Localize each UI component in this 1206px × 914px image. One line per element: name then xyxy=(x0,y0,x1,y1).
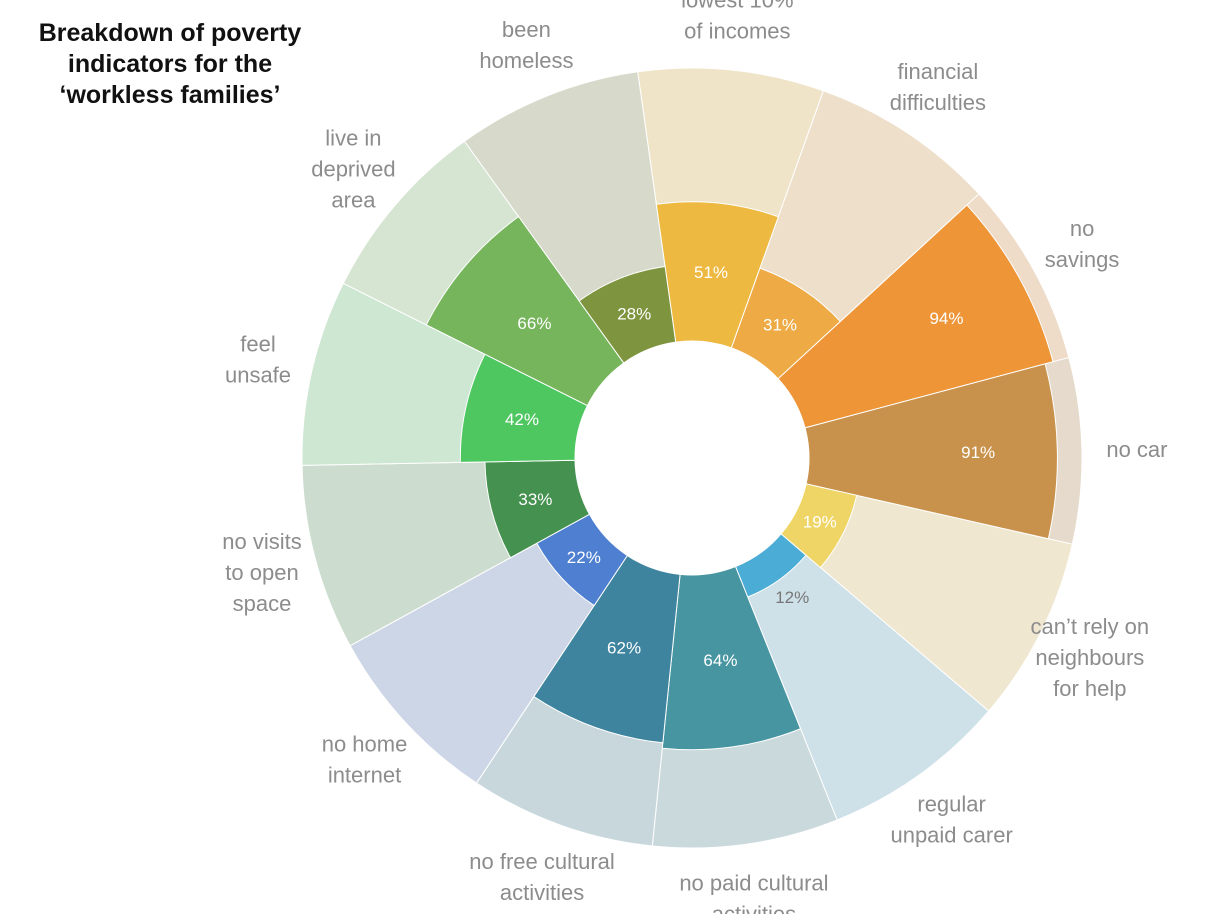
category-label-line: feel xyxy=(240,332,275,357)
category-label-line: activities xyxy=(500,880,584,905)
category-label-line: area xyxy=(331,188,376,213)
center-hole xyxy=(575,341,809,575)
value-wedges xyxy=(425,201,1058,751)
value-label-no-home-internet: 22% xyxy=(567,548,601,567)
category-label-line: no car xyxy=(1106,437,1167,462)
category-label-no-savings: no savings xyxy=(1045,216,1120,272)
category-label-line: no free cultural xyxy=(469,849,615,874)
category-label-line: activities xyxy=(712,902,796,914)
category-label-line: no xyxy=(1070,216,1094,241)
category-label-line: for help xyxy=(1053,676,1126,701)
category-label-line: no home xyxy=(322,731,408,756)
category-label-line: no paid cultural xyxy=(679,871,828,896)
value-label-lowest-10-of-incomes: 51% xyxy=(694,263,728,282)
category-label-line: been xyxy=(502,17,551,42)
category-label-been-homeless: been homeless xyxy=(479,17,573,73)
category-label-can-t-rely-on-neighbours-for-help: can’t rely on neighbours for help xyxy=(1031,614,1150,701)
value-label-can-t-rely-on-neighbours-for-help: 19% xyxy=(803,513,837,532)
value-label-no-free-cultural-activities: 62% xyxy=(607,638,641,657)
value-label-feel-unsafe: 42% xyxy=(505,410,539,429)
chart-title: Breakdown of poverty indicators for the … xyxy=(38,19,302,109)
category-label-line: live in xyxy=(325,126,381,151)
value-label-been-homeless: 28% xyxy=(617,304,651,323)
category-label-line: regular xyxy=(917,791,985,816)
category-label-line: deprived xyxy=(311,157,395,182)
value-label-regular-unpaid-carer: 12% xyxy=(775,588,809,607)
category-label-line: difficulties xyxy=(890,90,986,115)
category-label-line: financial xyxy=(898,59,979,84)
category-label-no-free-cultural-activities: no free cultural activities xyxy=(469,849,615,905)
category-label-line: no visits xyxy=(222,529,301,554)
value-label-financial-difficulties: 31% xyxy=(763,316,797,335)
category-label-line: lowest 10% xyxy=(681,0,794,12)
category-label-no-home-internet: no home internet xyxy=(322,731,408,787)
category-label-regular-unpaid-carer: regular unpaid carer xyxy=(890,791,1012,847)
value-label-no-car: 91% xyxy=(961,443,995,462)
value-label-no-savings: 94% xyxy=(929,309,963,328)
value-label-live-in-deprived-area: 66% xyxy=(517,314,551,333)
category-label-line: space xyxy=(233,591,292,616)
category-label-no-paid-cultural-activities: no paid cultural activities xyxy=(679,871,828,914)
category-label-line: unpaid carer xyxy=(890,822,1012,847)
category-label-no-car: no car xyxy=(1106,437,1167,462)
category-label-financial-difficulties: financial difficulties xyxy=(890,59,986,115)
value-label-no-visits-to-open-space: 33% xyxy=(518,490,552,509)
category-label-line: homeless xyxy=(479,48,573,73)
category-label-feel-unsafe: feel unsafe xyxy=(225,332,291,388)
value-label-no-paid-cultural-activities: 64% xyxy=(703,651,737,670)
value-labels: 51% 31% 94% 91% 19% 12% 64% 62% 22% 33% 42% 66% 28% xyxy=(505,263,995,670)
category-label-line: savings xyxy=(1045,247,1120,272)
category-label-live-in-deprived-area: live in deprived area xyxy=(311,126,395,213)
category-label-no-visits-to-open-space: no visits to open space xyxy=(222,529,301,616)
category-label-line: to open xyxy=(225,560,298,585)
category-label-lowest-10-of-incomes: lowest 10% of incomes xyxy=(681,0,794,43)
category-label-line: neighbours xyxy=(1035,645,1144,670)
category-label-line: can’t rely on xyxy=(1031,614,1150,639)
category-labels: lowest 10% of incomes financial difficultie… xyxy=(222,0,1167,914)
category-label-line: internet xyxy=(328,762,401,787)
category-label-line: unsafe xyxy=(225,363,291,388)
category-label-line: of incomes xyxy=(684,18,790,43)
